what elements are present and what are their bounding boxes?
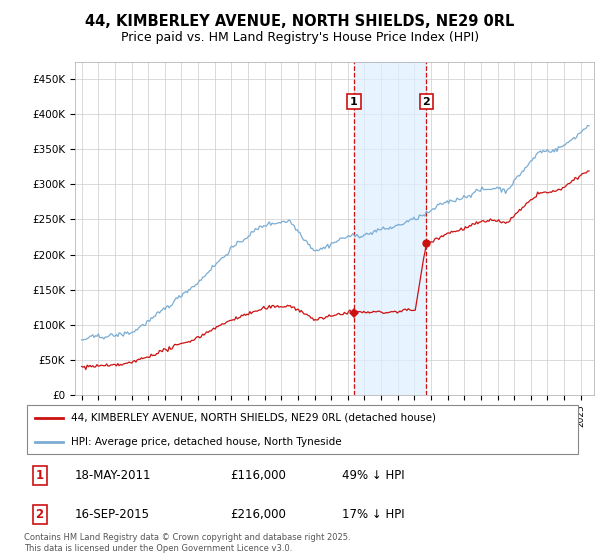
Text: 17% ↓ HPI: 17% ↓ HPI <box>342 508 404 521</box>
Text: 2: 2 <box>35 508 44 521</box>
Text: HPI: Average price, detached house, North Tyneside: HPI: Average price, detached house, Nort… <box>71 437 342 447</box>
Text: 49% ↓ HPI: 49% ↓ HPI <box>342 469 404 482</box>
Text: £116,000: £116,000 <box>230 469 286 482</box>
Text: 1: 1 <box>35 469 44 482</box>
Text: Price paid vs. HM Land Registry's House Price Index (HPI): Price paid vs. HM Land Registry's House … <box>121 31 479 44</box>
Text: Contains HM Land Registry data © Crown copyright and database right 2025.
This d: Contains HM Land Registry data © Crown c… <box>24 533 350 553</box>
Text: 44, KIMBERLEY AVENUE, NORTH SHIELDS, NE29 0RL: 44, KIMBERLEY AVENUE, NORTH SHIELDS, NE2… <box>85 14 515 29</box>
Text: 1: 1 <box>350 96 358 106</box>
Bar <box>354 62 426 395</box>
Text: 18-MAY-2011: 18-MAY-2011 <box>74 469 151 482</box>
Text: 2: 2 <box>422 96 430 106</box>
FancyBboxPatch shape <box>27 405 578 454</box>
Text: 44, KIMBERLEY AVENUE, NORTH SHIELDS, NE29 0RL (detached house): 44, KIMBERLEY AVENUE, NORTH SHIELDS, NE2… <box>71 413 436 423</box>
Text: £216,000: £216,000 <box>230 508 286 521</box>
Text: 16-SEP-2015: 16-SEP-2015 <box>74 508 149 521</box>
